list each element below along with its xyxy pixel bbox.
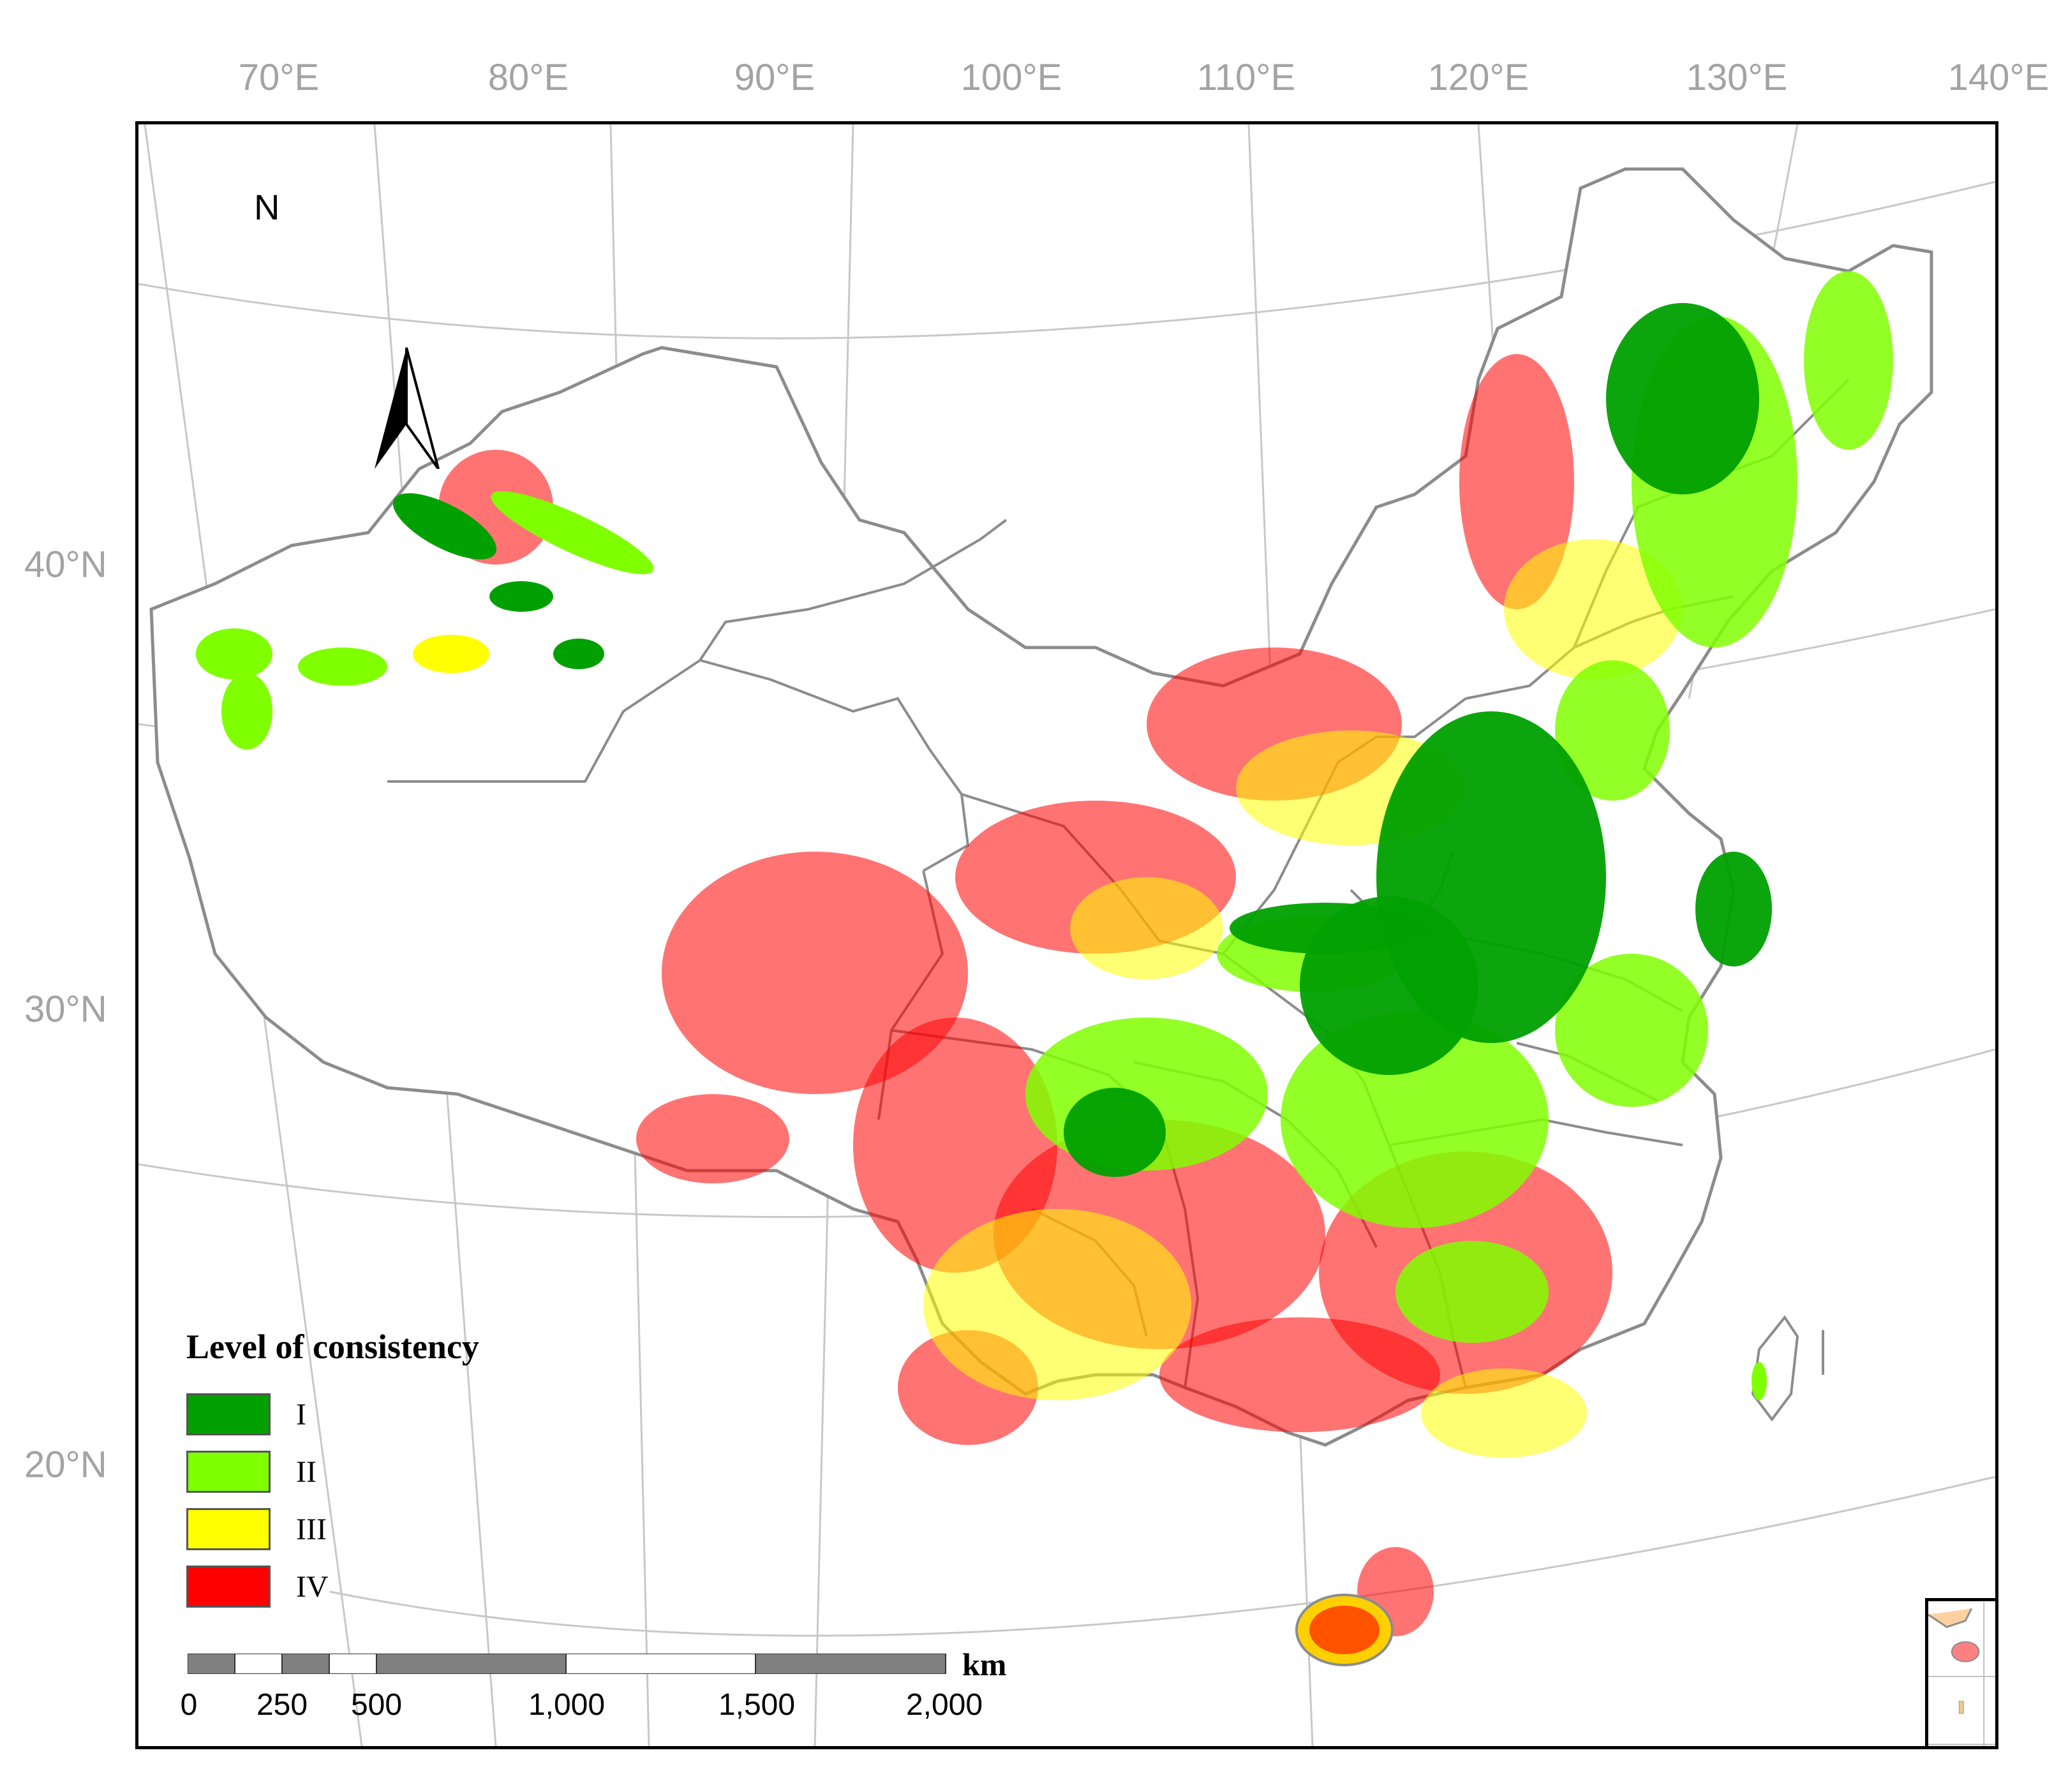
level-II-region <box>221 673 272 750</box>
level-IV-region <box>662 852 968 1094</box>
north-arrow-icon <box>375 347 440 469</box>
legend-swatch-IV <box>186 1566 271 1608</box>
legend-label-I: I <box>296 1397 306 1432</box>
province-boundary <box>699 519 1008 662</box>
scale-segment <box>281 1654 330 1674</box>
taiwan <box>1751 1315 1799 1422</box>
scale-unit: km <box>962 1647 1007 1682</box>
level-II-region <box>491 491 654 575</box>
level-II-region <box>1281 1011 1549 1228</box>
level-III-region <box>413 635 489 673</box>
lon-tick-140: 140°E <box>1947 57 2049 98</box>
lon-tick-70: 70°E <box>238 57 320 98</box>
legend-item-III: III <box>186 1500 479 1558</box>
level-III-region <box>1504 539 1683 679</box>
level-IV-region <box>1309 1606 1380 1654</box>
xinjiang-cropland-patches <box>196 491 654 750</box>
legend-swatch-II <box>186 1451 271 1493</box>
scale-segment <box>188 1654 235 1674</box>
level-I-region <box>1606 303 1759 494</box>
scale-segment <box>234 1654 283 1674</box>
level-II-region <box>298 648 387 686</box>
legend-swatch-I <box>186 1393 271 1435</box>
legend-item-II: II <box>186 1443 479 1500</box>
legend: Level of consistency I II III IV <box>186 1327 479 1615</box>
legend-swatch-III <box>186 1508 271 1550</box>
legend-label-IV: IV <box>296 1569 329 1604</box>
level-II-region <box>1395 1241 1549 1343</box>
lon-tick-100: 100°E <box>960 57 1062 98</box>
level-I-region <box>553 639 604 669</box>
scale-segment <box>565 1654 756 1674</box>
level-IV-region <box>636 1094 789 1183</box>
scale-segment <box>755 1654 946 1674</box>
legend-item-I: I <box>186 1386 479 1443</box>
scale-label-0: 0 <box>180 1688 198 1722</box>
legend-item-IV: IV <box>186 1558 479 1615</box>
legend-label-III: III <box>296 1512 327 1546</box>
legend-label-II: II <box>296 1455 316 1489</box>
inset-island-dash <box>1958 1701 1964 1714</box>
lat-tick-40: 40°N <box>24 544 107 586</box>
graticule-line <box>329 1476 1995 1637</box>
scale-segment <box>376 1654 567 1674</box>
lat-tick-20: 20°N <box>24 1444 107 1486</box>
scale-label-1000: 1,000 <box>528 1688 606 1722</box>
inset-hainan <box>1951 1641 1980 1662</box>
lat-tick-30: 30°N <box>24 988 107 1030</box>
scale-label-2000: 2,000 <box>905 1688 983 1722</box>
south-china-sea-inset <box>1925 1598 1995 1746</box>
level-III-region <box>1070 877 1223 979</box>
level-II-region <box>196 628 272 679</box>
map-canvas <box>138 124 1995 1746</box>
scale-label-1500: 1,500 <box>718 1688 796 1722</box>
level-II-region <box>1804 271 1893 450</box>
lon-tick-80: 80°E <box>487 57 569 98</box>
level-I-region <box>392 493 497 559</box>
lon-tick-110: 110°E <box>1196 57 1296 98</box>
north-label: N <box>254 187 280 227</box>
level-IV-region <box>1459 354 1574 609</box>
lon-tick-120: 120°E <box>1427 57 1529 98</box>
scale-bar <box>188 1654 946 1674</box>
lon-tick-130: 130°E <box>1686 57 1788 98</box>
legend-title: Level of consistency <box>186 1328 479 1366</box>
inset-map <box>1928 1602 1995 1746</box>
level-I-region <box>1695 852 1772 966</box>
hainan <box>1295 1594 1394 1666</box>
map-frame <box>135 121 1998 1749</box>
level-II-region <box>1555 954 1708 1107</box>
level-II-region <box>1555 660 1670 801</box>
scale-label-250: 250 <box>256 1688 308 1722</box>
level-I-region <box>1064 1088 1166 1177</box>
province-boundary <box>387 658 970 872</box>
level-III-region <box>923 1209 1191 1400</box>
consistency-level-I-regions <box>1064 303 1772 1177</box>
level-I-region <box>1230 903 1421 954</box>
inset-coast <box>1928 1608 1973 1629</box>
level-I-region <box>489 581 553 612</box>
scale-segment <box>329 1654 377 1674</box>
lon-tick-90: 90°E <box>734 57 815 98</box>
level-II-region <box>1752 1362 1767 1400</box>
scale-label-500: 500 <box>350 1688 403 1722</box>
level-III-region <box>1421 1368 1587 1458</box>
